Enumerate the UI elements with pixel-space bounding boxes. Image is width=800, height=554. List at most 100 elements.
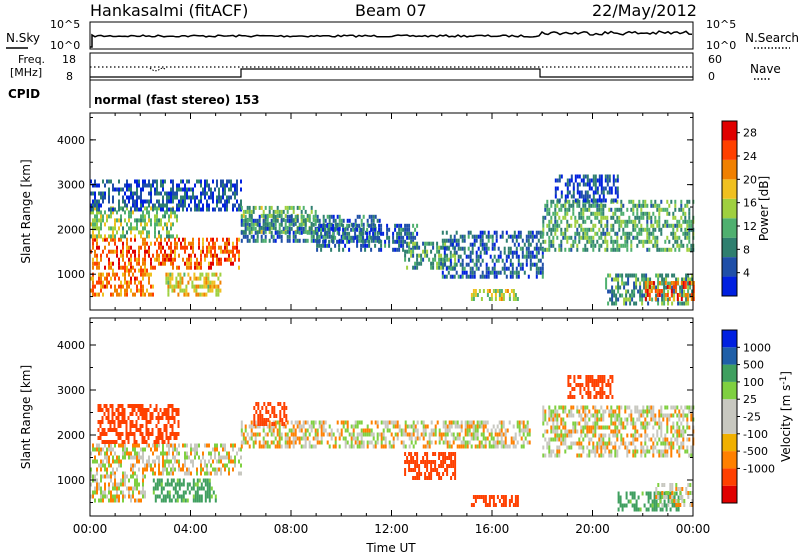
velocity-cell (269, 402, 272, 406)
velocity-cell (504, 444, 507, 449)
velocity-cell (500, 495, 503, 499)
power-cell (292, 238, 295, 243)
velocity-cell (263, 402, 266, 406)
power-cell (138, 245, 140, 250)
velocity-cell (480, 495, 483, 499)
power-cell (210, 253, 212, 258)
power-cell (150, 292, 152, 297)
power-cell (527, 250, 530, 255)
velocity-cell (129, 428, 132, 432)
power-cell (130, 183, 132, 188)
velocity-cell (210, 455, 212, 460)
power-cell (118, 292, 120, 297)
power-cell (124, 276, 126, 281)
power-cell (570, 243, 573, 248)
velocity-cell (342, 424, 345, 429)
power-cell (639, 297, 642, 302)
velocity-cell (154, 463, 156, 468)
velocity-cell (118, 455, 120, 460)
power-cell (529, 230, 532, 235)
velocity-cell (143, 412, 146, 416)
power-cell (144, 206, 146, 211)
power-cell (539, 230, 542, 235)
power-cell (130, 237, 132, 242)
power-cell (556, 186, 559, 191)
velocity-cell (158, 478, 161, 483)
velocity-cell (102, 463, 104, 468)
power-cell (562, 235, 565, 240)
velocity-cell (596, 441, 599, 446)
power-cell (148, 234, 150, 239)
power-cell (586, 182, 589, 187)
power-cell (652, 243, 655, 248)
power-cell (588, 203, 591, 208)
velocity-cell (526, 420, 529, 425)
power-cell (692, 281, 695, 285)
power-cell (165, 272, 168, 277)
velocity-cell (556, 445, 559, 450)
power-cell (527, 246, 530, 251)
power-cell (268, 226, 271, 231)
power-cell (140, 292, 142, 297)
power-cell (134, 276, 136, 281)
power-cell (617, 285, 620, 290)
power-cell (268, 213, 271, 218)
velocity-cell (266, 424, 269, 429)
velocity-cell (138, 459, 140, 464)
velocity-cell (257, 406, 260, 410)
velocity-cell (400, 432, 403, 437)
power-cell (172, 222, 174, 227)
velocity-cell (598, 445, 601, 450)
power-cell (600, 223, 603, 228)
power-cell (288, 218, 291, 223)
power-cell (602, 231, 605, 236)
power-cell (652, 231, 655, 236)
power-cell (656, 289, 659, 293)
velocity-cell (171, 404, 174, 408)
power-cell (465, 270, 468, 275)
power-cell (501, 258, 504, 263)
power-cell (658, 247, 661, 252)
power-cell (679, 301, 682, 306)
velocity-cell (584, 433, 587, 438)
power-cell (588, 239, 591, 244)
power-cell (92, 245, 94, 250)
velocity-cell (554, 429, 557, 434)
power-cell (465, 254, 468, 259)
velocity-cell (110, 447, 112, 452)
power-cell (620, 235, 623, 240)
power-cell (242, 209, 245, 214)
power-cell (130, 191, 132, 196)
velocity-cell (414, 436, 417, 441)
power-cell (412, 235, 415, 240)
velocity-cell (196, 494, 199, 499)
power-cell (400, 227, 403, 232)
power-cell (290, 226, 293, 231)
power-cell (521, 262, 524, 267)
power-cell (550, 215, 553, 220)
power-cell (110, 214, 112, 219)
power-cell (667, 289, 670, 294)
power-cell (188, 241, 190, 246)
velocity-cell (113, 428, 116, 432)
power-cell (658, 289, 661, 293)
power-cell (174, 241, 176, 246)
power-cell (564, 215, 567, 220)
velocity-cell (314, 444, 317, 449)
power-cell (366, 238, 369, 243)
power-cell (218, 261, 220, 266)
power-cell (184, 241, 186, 246)
velocity-cell (476, 424, 479, 429)
power-cell (94, 179, 96, 184)
velocity-cell (446, 440, 449, 445)
power-cell (406, 227, 409, 232)
power-cell (498, 289, 501, 293)
velocity-cell (142, 471, 144, 476)
velocity-cell (133, 424, 136, 428)
power-cell (666, 293, 669, 297)
velocity-cell (296, 436, 299, 441)
power-cell (216, 257, 218, 262)
power-cell (432, 241, 435, 246)
power-cell (663, 297, 666, 302)
